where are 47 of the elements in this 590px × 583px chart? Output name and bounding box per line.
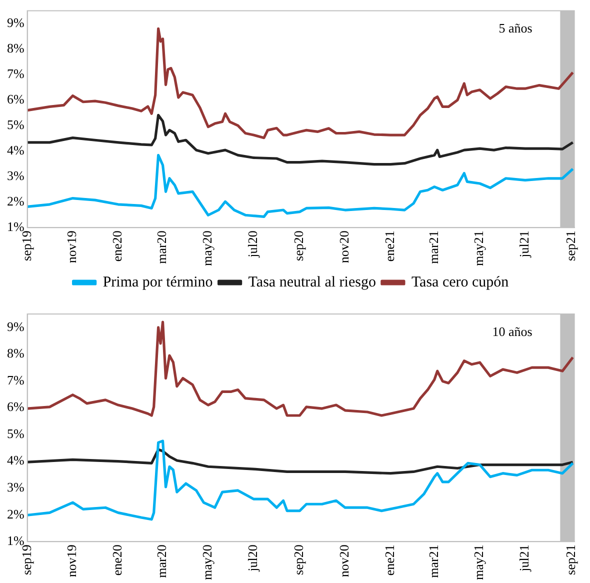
legend-label: Prima por término — [102, 274, 213, 290]
x-tick-label: sep21 — [562, 544, 578, 575]
annotation: 10 años — [492, 324, 532, 339]
x-tick-label: may20 — [200, 544, 215, 580]
x-tick-label: may21 — [471, 230, 486, 266]
y-tick-label: 2% — [6, 506, 24, 522]
x-tick-label: jul21 — [516, 544, 532, 572]
x-tick-label: may20 — [200, 230, 215, 266]
x-tick-label: sep21 — [562, 230, 578, 261]
y-tick-label: 4% — [6, 142, 24, 158]
y-tick-label: 9% — [6, 14, 24, 30]
x-tick-label: may21 — [471, 544, 486, 580]
y-tick-label: 7% — [6, 66, 24, 81]
x-tick-label: ene20 — [110, 230, 125, 262]
y-tick-label: 4% — [6, 452, 24, 468]
x-tick-label: mar21 — [426, 230, 441, 264]
x-tick-label: nov20 — [336, 230, 352, 264]
x-tick-label: ene20 — [110, 544, 125, 576]
y-tick-label: 8% — [6, 346, 24, 361]
x-tick-label: sep19 — [18, 544, 34, 575]
y-tick-label: 6% — [6, 92, 24, 106]
x-tick-label: nov19 — [64, 230, 80, 264]
y-tick-label: 5% — [6, 426, 24, 441]
y-tick-label: 5% — [6, 117, 24, 132]
x-tick-label: sep20 — [291, 544, 306, 575]
x-tick-label: ene21 — [382, 230, 397, 262]
y-tick-label: 3% — [6, 168, 24, 184]
x-tick-label: sep19 — [18, 230, 34, 261]
legend-label: Tasa neutral al riesgo — [248, 274, 376, 290]
x-tick-label: jul20 — [244, 544, 260, 572]
annotation: 5 años — [498, 20, 532, 36]
x-tick-label: nov19 — [64, 544, 80, 578]
x-tick-label: mar20 — [154, 544, 170, 578]
y-tick-label: 9% — [6, 318, 24, 334]
y-tick-label: 3% — [6, 479, 24, 494]
x-tick-label: sep20 — [291, 230, 306, 261]
x-tick-label: nov20 — [336, 544, 352, 578]
x-tick-label: ene21 — [382, 544, 397, 576]
x-tick-label: jul21 — [516, 230, 532, 258]
x-tick-label: jul20 — [244, 230, 260, 258]
y-tick-label: 7% — [6, 372, 24, 388]
x-tick-label: mar21 — [426, 544, 441, 578]
y-tick-label: 8% — [6, 40, 24, 56]
legend-label: Tasa cero cupón — [411, 274, 510, 290]
y-tick-label: 2% — [6, 194, 24, 209]
x-tick-label: mar20 — [154, 230, 170, 264]
y-tick-label: 6% — [6, 399, 24, 414]
